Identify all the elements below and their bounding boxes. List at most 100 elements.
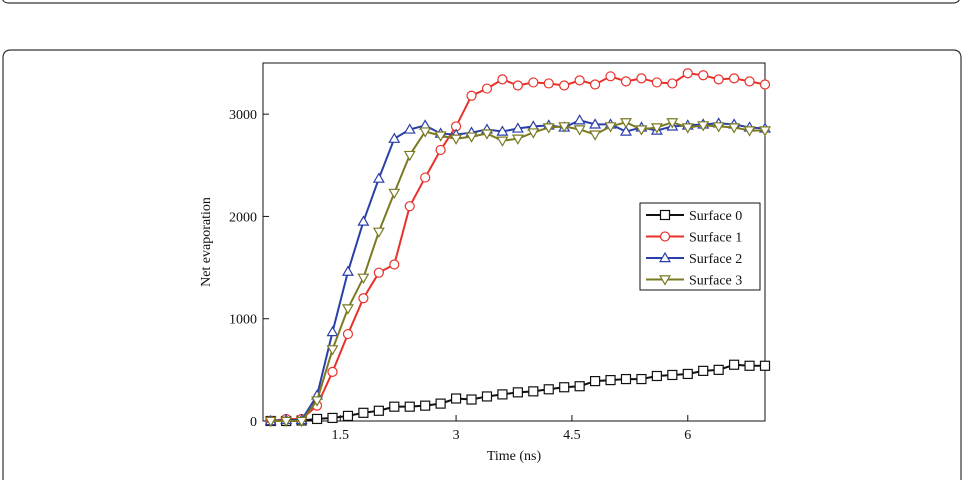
marker [574,381,585,392]
marker [589,376,601,387]
x-tick-label: 1.5 [331,428,349,443]
marker [650,123,663,134]
marker [341,265,354,276]
marker [604,122,617,133]
marker [528,386,539,397]
marker [358,293,369,304]
marker [373,267,384,278]
marker [635,125,648,136]
marker [295,416,308,428]
marker [759,79,771,90]
marker [589,118,602,129]
marker [681,123,694,134]
marker [326,325,339,337]
marker [636,73,647,84]
marker [574,75,585,86]
y-axis-label: Net evaporation [199,197,214,287]
legend-label: Surface 0 [689,209,742,224]
marker [605,71,616,82]
marker [403,123,416,134]
marker [404,401,415,412]
marker [404,201,415,212]
marker [620,76,632,87]
marker [558,122,571,133]
legend-label: Surface 3 [689,274,742,289]
marker [559,382,570,393]
marker [698,365,709,376]
marker [511,134,524,145]
marker [511,122,524,133]
marker [728,123,741,134]
marker [420,400,431,411]
marker [667,78,678,89]
y-tick-label: 0 [250,415,257,430]
marker [512,387,523,398]
marker [388,188,401,200]
marker [435,398,446,409]
marker [542,123,555,134]
marker [450,134,463,145]
y-tick-label: 2000 [229,210,257,225]
marker [729,359,740,370]
marker [605,374,616,386]
marker [712,122,725,133]
marker [697,121,710,132]
marker [636,373,647,385]
marker [543,78,554,89]
previous-card [2,0,960,4]
marker [743,126,756,137]
marker [357,215,370,226]
marker [403,150,416,162]
figure-card [2,49,962,485]
marker [326,345,339,356]
marker [327,366,338,378]
marker [659,251,671,263]
marker [358,407,369,418]
marker [342,328,354,340]
marker [389,259,400,270]
legend-label: Surface 2 [689,252,742,267]
marker [759,360,771,371]
x-tick-label: 4.5 [563,428,581,443]
marker [659,209,671,221]
marker [342,410,354,421]
marker [619,125,632,136]
y-tick-label: 1000 [229,313,257,328]
marker [651,370,662,382]
marker [341,304,354,315]
marker [311,396,324,407]
marker [659,231,671,242]
marker [496,125,509,136]
marker [450,393,462,404]
marker [466,90,477,101]
marker [264,416,277,428]
marker [372,227,385,238]
marker [659,275,671,286]
marker [497,74,508,85]
marker [666,118,679,129]
marker [280,416,293,428]
plot-frame [262,62,766,422]
marker [713,364,724,375]
marker [435,144,446,156]
legend: Surface 0 Surface 1 Surface 2 Surface 3 [639,202,761,291]
marker [434,131,447,142]
y-tick-label: 3000 [229,108,257,123]
marker [744,360,755,371]
marker [497,389,508,400]
marker [481,83,493,94]
marker [357,273,370,284]
marker [573,114,586,125]
marker [682,68,693,79]
marker [480,129,493,140]
marker [481,391,493,402]
marker [419,127,432,138]
x-axis-label: Time (ns) [487,449,542,464]
legend-label: Surface 1 [689,231,742,246]
marker [759,126,771,137]
marker [744,76,755,87]
marker [620,373,632,385]
marker [528,77,539,88]
